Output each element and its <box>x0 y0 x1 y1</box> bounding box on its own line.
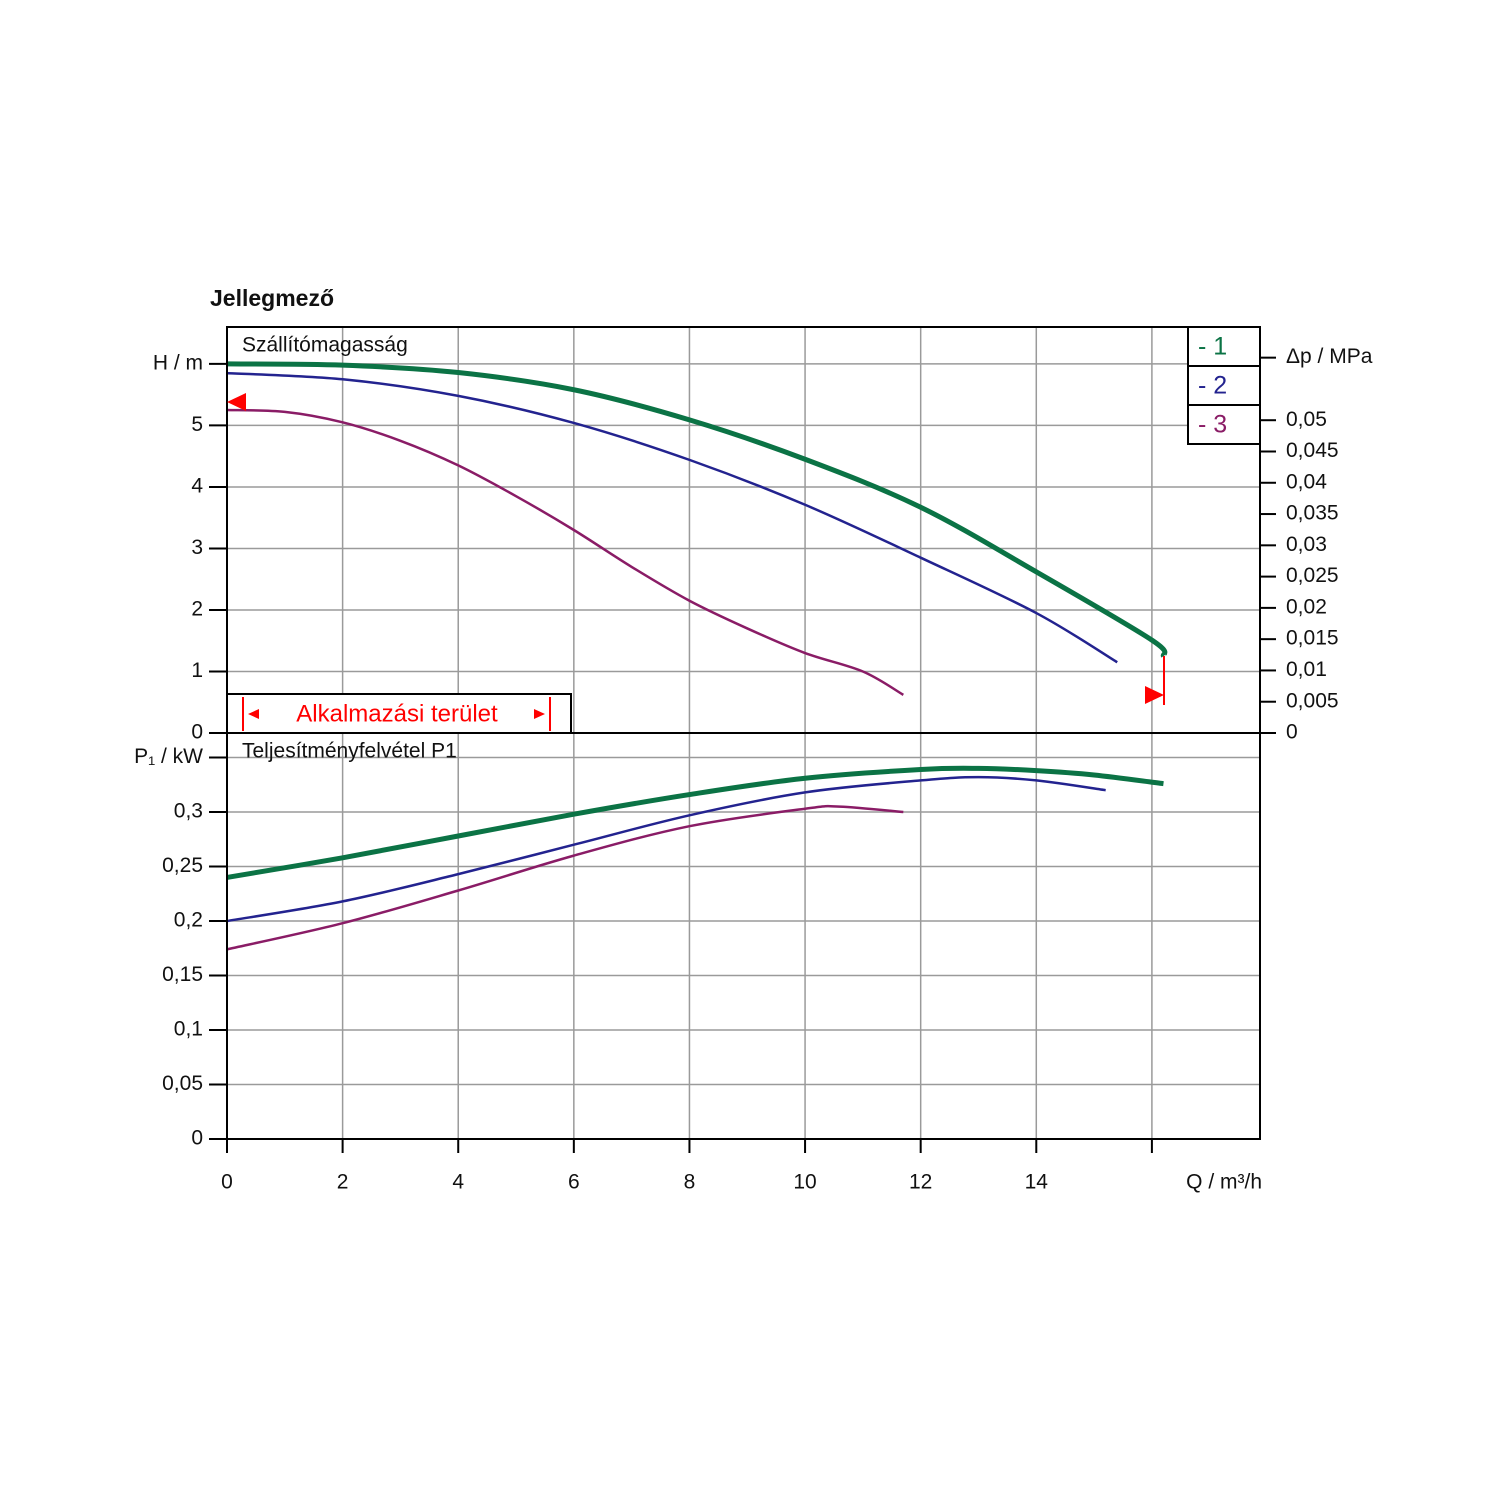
y-tick-label: 3 <box>191 536 203 559</box>
x-tick-label: 6 <box>568 1171 580 1194</box>
legend-label: - 3 <box>1198 411 1227 439</box>
range-marker <box>227 393 246 411</box>
y2-tick-label: 0,03 <box>1286 533 1327 556</box>
y2-tick-label: 0,045 <box>1286 439 1339 462</box>
y-tick-label: H / m <box>153 351 203 374</box>
y-tick-label: P₁ / kW <box>134 745 203 768</box>
x-tick-label: 10 <box>793 1171 816 1194</box>
range-box <box>226 693 572 734</box>
x-tick-label: 0 <box>221 1171 233 1194</box>
y2-tick-label: 0,04 <box>1286 470 1327 493</box>
y2-tick-label: 0,05 <box>1286 408 1327 431</box>
legend-box <box>1187 404 1261 445</box>
legend-box <box>1187 326 1261 367</box>
legend-box <box>1187 365 1261 406</box>
curve <box>226 765 1164 880</box>
legend-label: - 1 <box>1198 333 1227 361</box>
y2-tick-label: 0,025 <box>1286 564 1339 587</box>
range-arrow <box>248 709 259 719</box>
y-tick-label: 0,05 <box>162 1072 203 1095</box>
curve <box>226 371 1118 664</box>
y-tick-label: 1 <box>191 659 203 682</box>
y-tick-label: 0,25 <box>162 854 203 877</box>
y-tick-label: 0,15 <box>162 963 203 986</box>
y2-tick-label: 0,02 <box>1286 595 1327 618</box>
range-marker <box>1145 686 1164 704</box>
y2-tick-label: Δp / MPa <box>1286 345 1373 368</box>
chart-title: Jellegmező <box>210 285 334 311</box>
y-tick-label: 0 <box>191 1127 203 1150</box>
y2-tick-label: 0 <box>1286 721 1298 744</box>
y2-tick-label: 0,015 <box>1286 627 1339 650</box>
legend-label: - 2 <box>1198 372 1227 400</box>
annotation: Alkalmazási terület <box>296 700 498 727</box>
y2-tick-label: 0,035 <box>1286 502 1339 525</box>
x-axis-label: Q / m³/h <box>1186 1171 1262 1194</box>
y-tick-label: 0,2 <box>174 909 203 932</box>
y-tick-label: 4 <box>191 474 203 497</box>
y-tick-label: 2 <box>191 598 203 621</box>
subtitle: Teljesítményfelvétel P1 <box>242 740 457 763</box>
y-tick-label: 0 <box>191 721 203 744</box>
curve <box>226 361 1168 658</box>
curve <box>226 408 904 696</box>
x-tick-label: 2 <box>337 1171 349 1194</box>
y-tick-label: 0,1 <box>174 1018 203 1041</box>
y-tick-label: 0,3 <box>174 800 203 823</box>
x-tick-label: 12 <box>909 1171 932 1194</box>
y2-tick-label: 0,01 <box>1286 658 1327 681</box>
y-tick-label: 5 <box>191 413 203 436</box>
subtitle: Szállítómagasság <box>242 334 408 357</box>
x-tick-label: 4 <box>452 1171 464 1194</box>
x-tick-label: 8 <box>684 1171 696 1194</box>
curve <box>226 804 904 951</box>
curve <box>226 775 1106 923</box>
y2-tick-label: 0,005 <box>1286 689 1339 712</box>
range-arrow <box>534 709 545 719</box>
x-tick-label: 14 <box>1025 1171 1049 1194</box>
